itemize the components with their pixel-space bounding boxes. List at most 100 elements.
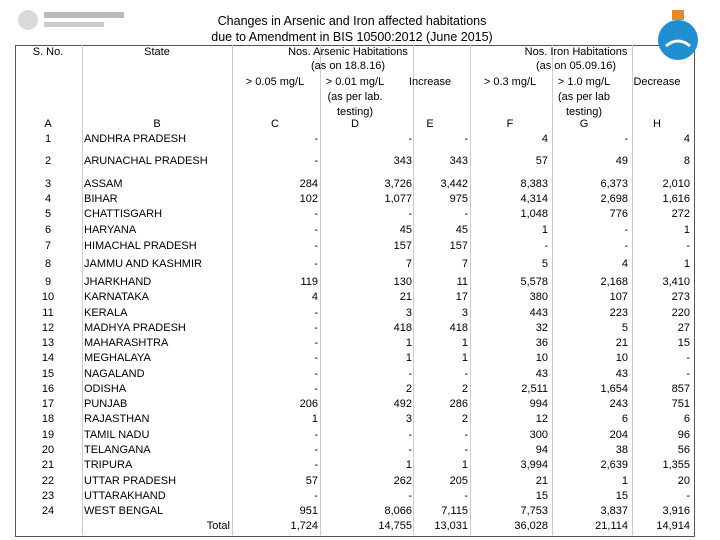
- state-name: TELANGANA: [84, 443, 151, 456]
- group-header: Nos. Iron Habitations: [524, 46, 628, 58]
- row-number: 2: [44, 155, 52, 167]
- value-cell: -: [686, 352, 690, 365]
- value-cell: 43: [535, 367, 548, 380]
- row-number: 19: [41, 428, 55, 441]
- value-cell: -: [314, 459, 318, 472]
- value-cell: 8: [683, 155, 690, 167]
- row-number: 3: [44, 178, 52, 190]
- row-number: 4: [44, 193, 52, 205]
- state-name: PUNJAB: [84, 398, 128, 411]
- value-cell: 15: [615, 489, 628, 502]
- state-name: ANDHRA PRADESH: [84, 133, 187, 145]
- value-cell: -: [408, 443, 412, 456]
- column-header: > 0.05 mg/L: [245, 76, 305, 88]
- row-number: 21: [41, 459, 55, 472]
- value-cell: 96: [677, 428, 690, 441]
- value-cell: 107: [609, 291, 628, 304]
- state-name: JHARKHAND: [84, 276, 152, 288]
- value-cell: 15: [535, 489, 548, 502]
- value-cell: 2: [405, 382, 412, 395]
- row-number: 20: [41, 443, 55, 456]
- value-cell: 3: [405, 306, 412, 319]
- value-cell: 17: [455, 291, 468, 304]
- column-divider: [232, 45, 233, 535]
- value-cell: 56: [677, 443, 690, 456]
- row-number: 15: [41, 367, 55, 380]
- column-divider: [413, 45, 414, 535]
- column-divider: [470, 45, 471, 535]
- value-cell: -: [314, 155, 318, 167]
- state-name: TRIPURA: [84, 459, 133, 472]
- value-cell: 262: [393, 474, 412, 487]
- value-cell: 38: [615, 443, 628, 456]
- value-cell: 6,373: [600, 178, 628, 190]
- value-cell: 5: [621, 321, 628, 334]
- value-cell: 45: [455, 224, 468, 236]
- value-cell: 994: [529, 398, 548, 411]
- value-cell: 1,077: [384, 193, 412, 205]
- row-number: 10: [41, 291, 55, 304]
- header-cell: State: [144, 46, 170, 58]
- value-cell: 205: [449, 474, 468, 487]
- value-cell: 57: [535, 155, 548, 167]
- value-cell: 4: [683, 133, 690, 145]
- value-cell: 418: [449, 321, 468, 334]
- value-cell: 2,639: [600, 459, 628, 472]
- value-cell: 1,654: [600, 382, 628, 395]
- state-name: HARYANA: [84, 224, 137, 236]
- value-cell: -: [408, 489, 412, 502]
- state-name: MAHARASHTRA: [84, 337, 169, 350]
- value-cell: 1,355: [662, 459, 690, 472]
- state-name: NAGALAND: [84, 367, 145, 380]
- state-name: UTTAR PRADESH: [84, 474, 177, 487]
- group-header: (as on 05.09.16): [535, 60, 617, 72]
- total-value: 14,914: [656, 520, 690, 532]
- value-cell: 1: [461, 459, 468, 472]
- value-cell: 7,753: [520, 505, 548, 518]
- row-number: 6: [44, 224, 52, 236]
- value-cell: 3,726: [384, 178, 412, 190]
- value-cell: 443: [529, 306, 548, 319]
- value-cell: 1: [683, 224, 690, 236]
- value-cell: 157: [393, 240, 412, 252]
- state-name: UTTARAKHAND: [84, 489, 166, 502]
- state-name: BIHAR: [84, 193, 118, 205]
- value-cell: 4,314: [520, 193, 548, 205]
- value-cell: 223: [609, 306, 628, 319]
- column-letter: G: [579, 118, 589, 130]
- value-cell: 1: [405, 337, 412, 350]
- value-cell: 2: [461, 382, 468, 395]
- value-cell: 343: [449, 155, 468, 167]
- column-header: Increase: [408, 76, 452, 88]
- row-number: 22: [41, 474, 55, 487]
- value-cell: 1: [311, 413, 318, 426]
- value-cell: -: [314, 306, 318, 319]
- state-name: CHATTISGARH: [84, 208, 163, 220]
- value-cell: 343: [393, 155, 412, 167]
- value-cell: 45: [399, 224, 412, 236]
- total-value: 21,114: [595, 520, 628, 532]
- state-name: TAMIL NADU: [84, 428, 150, 441]
- row-number: 9: [44, 276, 52, 288]
- value-cell: 1: [683, 258, 690, 270]
- column-divider: [552, 45, 553, 535]
- row-number: 24: [41, 505, 55, 518]
- value-cell: 7,115: [441, 505, 468, 518]
- header-cell: S. No.: [32, 46, 64, 58]
- value-cell: 3: [461, 306, 468, 319]
- value-cell: -: [464, 443, 468, 456]
- value-cell: 3,442: [440, 178, 468, 190]
- total-label: Total: [206, 520, 230, 532]
- value-cell: 2: [461, 413, 468, 426]
- value-cell: 8,066: [384, 505, 412, 518]
- column-header: > 1.0 mg/L: [557, 76, 611, 88]
- value-cell: 36: [535, 337, 548, 350]
- value-cell: 206: [299, 398, 318, 411]
- value-cell: 776: [609, 208, 628, 220]
- value-cell: 284: [299, 178, 318, 190]
- value-cell: -: [464, 489, 468, 502]
- value-cell: 12: [535, 413, 548, 426]
- value-cell: -: [314, 428, 318, 441]
- value-cell: 94: [535, 443, 548, 456]
- value-cell: 2,511: [521, 382, 548, 395]
